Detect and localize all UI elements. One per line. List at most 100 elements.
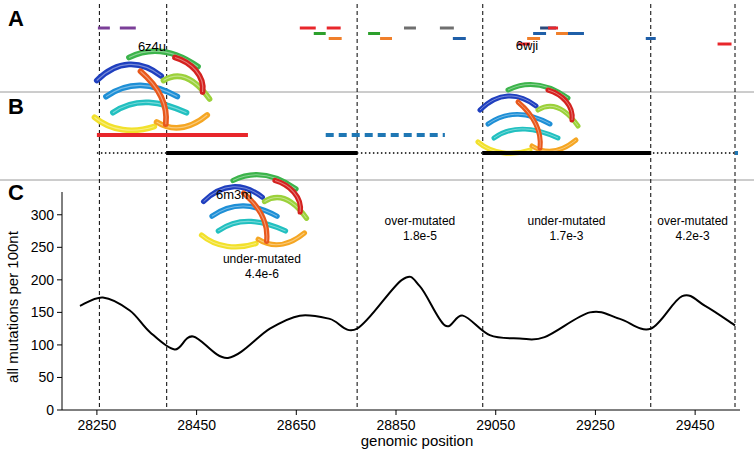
x-axis (62, 410, 740, 411)
structure-label: 6wji (516, 38, 539, 53)
protein-strand (488, 114, 550, 124)
boundary-line (166, 4, 167, 410)
track-a-segment (718, 43, 732, 46)
y-tick (57, 344, 62, 345)
annotation-pvalue: 1.8e-5 (403, 229, 437, 243)
protein-highlight (202, 235, 257, 247)
x-tick (495, 410, 496, 415)
y-tick (57, 377, 62, 378)
panel-label: C (8, 180, 24, 205)
protein-highlight (106, 85, 177, 96)
protein-strand (141, 71, 167, 124)
x-tick (396, 410, 397, 415)
x-tick (196, 410, 197, 415)
structure-label: 6m3m (216, 187, 252, 202)
track-b-segment (97, 152, 735, 154)
boundary-line (482, 4, 483, 410)
protein-highlight (494, 129, 558, 138)
protein-highlight (175, 58, 203, 93)
protein-strand (113, 102, 187, 112)
x-tick (695, 410, 696, 415)
protein-strand (106, 85, 177, 96)
protein-strand (202, 235, 257, 247)
protein-highlight (95, 117, 155, 130)
track-b-segment (97, 133, 248, 137)
y-tick-label: 100 (31, 337, 55, 353)
y-tick (57, 312, 62, 313)
boundary-line (735, 4, 736, 410)
boundary-line (99, 4, 100, 410)
annotation-pvalue: 4.2e-3 (676, 229, 710, 243)
annotation-pvalue: 1.7e-3 (549, 229, 583, 243)
mutation-line (80, 277, 735, 358)
protein-highlight (113, 102, 187, 112)
structure-label: 6z4u (138, 39, 166, 54)
protein-highlight (275, 181, 300, 213)
protein-strand (212, 206, 277, 216)
protein-strand (95, 117, 155, 130)
track-a-segment (548, 27, 558, 30)
protein-highlight (488, 114, 550, 124)
annotation-text: over-mutated (385, 214, 456, 228)
y-axis-label: all mutations per 100nt (4, 230, 21, 383)
protein-strand (518, 102, 540, 148)
y-tick-label: 150 (31, 304, 55, 320)
protein-structure (202, 175, 307, 247)
y-tick-label: 200 (31, 272, 55, 288)
x-tick (595, 410, 596, 415)
panel-label: A (8, 6, 24, 31)
protein-highlight (518, 102, 540, 148)
annotation-pvalue: 4.4e-6 (245, 267, 279, 281)
boundary-line (357, 4, 358, 410)
x-tick-label: 28850 (377, 417, 416, 433)
x-axis-label: genomic position (361, 432, 474, 449)
x-tick-label: 29050 (476, 417, 515, 433)
y-tick (57, 410, 62, 411)
protein-highlight (548, 90, 572, 120)
plot-area (80, 277, 735, 358)
track-a-segment (380, 37, 392, 40)
protein-strand (494, 129, 558, 138)
y-tick (57, 214, 62, 215)
x-tick-label: 28450 (177, 417, 216, 433)
protein-strand (275, 181, 300, 213)
protein-strand (548, 90, 572, 120)
track-a-segment (368, 32, 380, 35)
track-a-segment (556, 32, 570, 35)
protein-highlight (218, 221, 285, 231)
track-a-segment (404, 27, 416, 30)
track-a-segment (440, 27, 454, 30)
y-tick-label: 300 (31, 207, 55, 223)
track-a-segment (453, 37, 466, 40)
boundary-line (650, 4, 651, 410)
protein-structure (478, 84, 578, 153)
track-a-segment (327, 27, 341, 30)
x-tick-label: 29250 (576, 417, 615, 433)
track-b-segment (735, 151, 738, 155)
protein-strand (218, 221, 285, 231)
y-tick (57, 247, 62, 248)
track-a-segment (646, 37, 656, 40)
track-a-segment (98, 27, 110, 30)
track-a-segment (533, 32, 546, 35)
y-tick-label: 250 (31, 239, 55, 255)
track-a-segment (329, 37, 342, 40)
track-b-segment (326, 133, 445, 137)
track-b-segment (167, 151, 357, 155)
track-b-segment (483, 151, 651, 155)
x-tick (296, 410, 297, 415)
track-a-segment (300, 27, 316, 30)
panel-label: B (8, 94, 24, 119)
protein-strand (175, 58, 203, 93)
figure: ABC6z4u6wji6m3m0501001502002503002825028… (0, 0, 754, 462)
panel-separator (0, 180, 754, 181)
track-a-segment (120, 27, 136, 30)
x-tick-label: 28250 (77, 417, 116, 433)
x-tick-label: 29450 (676, 417, 715, 433)
protein-structure (95, 51, 210, 130)
annotation-text: over-mutated (657, 214, 728, 228)
x-tick-label: 28650 (277, 417, 316, 433)
protein-highlight (141, 71, 167, 124)
track-a-segment (314, 32, 326, 35)
y-tick-label: 0 (46, 402, 54, 418)
